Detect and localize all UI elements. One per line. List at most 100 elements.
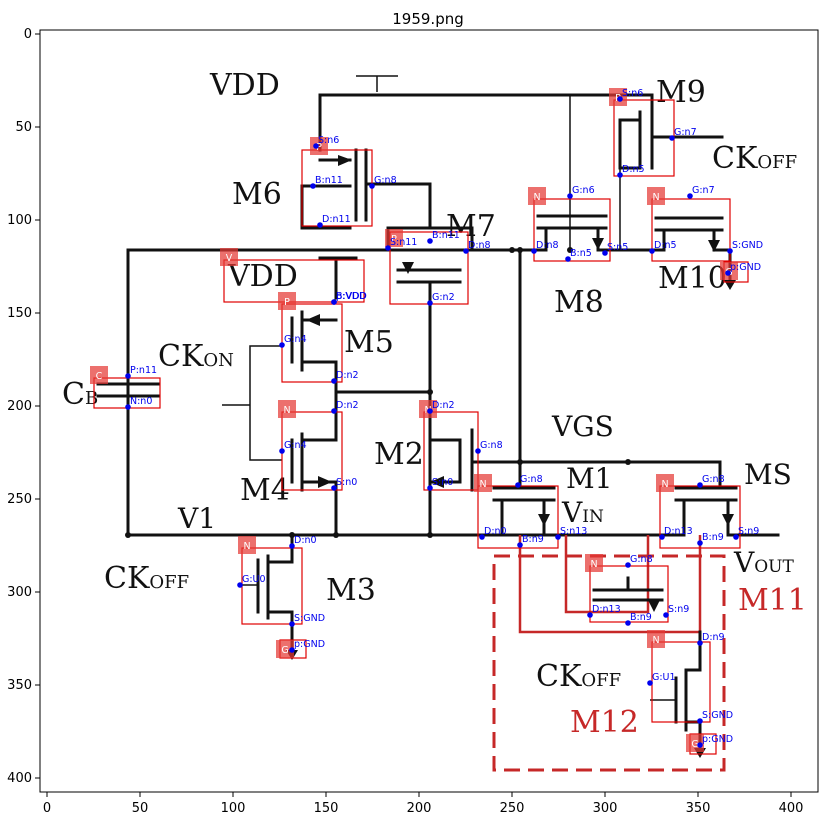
component-type-badge xyxy=(90,366,108,384)
label-ckon: CKON xyxy=(158,339,234,374)
terminal-net-label: S:n0 xyxy=(336,477,357,488)
terminal-net-label: G:n4 xyxy=(284,334,307,345)
label-vdd-mid: VDD xyxy=(227,259,298,294)
x-tick-label: 100 xyxy=(221,801,246,816)
terminal-dot xyxy=(427,238,433,244)
label-ckoff-m9: CKOFF xyxy=(712,141,797,176)
component-type-badge xyxy=(656,474,674,492)
m3-source xyxy=(266,610,294,652)
vdd-top-bus xyxy=(318,93,654,152)
terminal-net-label: G:U0 xyxy=(242,574,266,585)
terminal-net-label: D:n13 xyxy=(664,526,693,537)
terminal-net-label: D:n2 xyxy=(336,400,359,411)
component-overlay: N D:n2 G:n8 S:n0 xyxy=(419,400,503,491)
terminal-dot xyxy=(663,612,669,618)
component-type-letter: G xyxy=(281,645,288,656)
m4-arrow xyxy=(318,476,332,488)
terminal-net-label: B:n9 xyxy=(702,532,724,543)
terminal-net-label: G:n4 xyxy=(284,440,307,451)
terminal-dot xyxy=(317,222,323,228)
terminal-dot xyxy=(617,96,623,102)
junction-dots xyxy=(125,247,631,538)
terminal-dot xyxy=(385,245,391,251)
component-overlay: N D:n9 G:U1 S:GND xyxy=(647,630,733,724)
x-tick-label: 350 xyxy=(686,801,711,816)
terminal-net-label: B:n11 xyxy=(315,175,343,186)
terminal-dot xyxy=(567,193,573,199)
y-tick-label: 350 xyxy=(7,678,32,693)
terminal-dot xyxy=(125,373,131,379)
x-axis-ticks: 0 50 100 150 200 250 300 350 400 xyxy=(43,792,804,816)
component-type-letter: V xyxy=(226,253,233,264)
component-type-letter: N xyxy=(652,635,659,646)
terminal-net-label: p:VDD xyxy=(336,291,366,302)
x-tick-label: 400 xyxy=(779,801,804,816)
terminal-dot xyxy=(279,448,285,454)
component-overlay: N G:n8 D:n13 B:n9 S:n9 xyxy=(656,474,759,549)
terminal-dot xyxy=(313,143,319,149)
terminal-dot xyxy=(733,534,739,540)
component-type-letter: N xyxy=(479,479,486,490)
terminal-dot xyxy=(310,183,316,189)
terminal-dot xyxy=(602,250,608,256)
terminal-net-label: G:n2 xyxy=(432,292,455,303)
component-type-letter: C xyxy=(96,371,103,382)
terminal-net-label: G:n6 xyxy=(572,185,595,196)
component-type-letter: N xyxy=(243,541,250,552)
terminal-dot xyxy=(647,680,653,686)
component-type-badge xyxy=(419,400,437,418)
terminal-net-label: N:n0 xyxy=(130,396,152,407)
label-m9: M9 xyxy=(656,75,706,110)
m11-m12-dashed-box xyxy=(492,554,726,772)
terminal-dot xyxy=(697,482,703,488)
component-type-badge xyxy=(647,630,665,648)
terminal-net-label: p:GND xyxy=(294,639,325,650)
component-bounding-box xyxy=(533,198,611,262)
label-m11: M11 xyxy=(738,583,807,618)
component-type-letter: N xyxy=(590,559,597,570)
terminal-net-label: p:GND xyxy=(702,734,733,745)
y-tick-label: 0 xyxy=(24,27,32,42)
terminal-net-label: P:n11 xyxy=(130,365,157,376)
x-tick-label: 0 xyxy=(43,801,51,816)
m6-gate-wire xyxy=(364,182,432,228)
component-type-badge xyxy=(310,137,328,155)
terminal-dot xyxy=(475,448,481,454)
terminal-net-label: D:n0 xyxy=(294,535,317,546)
m8-arrow xyxy=(592,238,604,250)
m4-source xyxy=(300,480,338,537)
label-vdd-top: VDD xyxy=(209,68,280,103)
label-v1: V1 xyxy=(177,502,216,535)
label-m6: M6 xyxy=(232,177,282,212)
x-tick-label: 50 xyxy=(132,801,149,816)
component-type-letter: P xyxy=(284,297,290,308)
component-type-badge xyxy=(278,400,296,418)
terminal-net-label: B:n11 xyxy=(432,230,460,241)
m10-arrow xyxy=(708,240,720,252)
terminal-net-label: G:n8 xyxy=(374,175,397,186)
terminal-dot xyxy=(617,172,623,178)
terminal-net-label: G:n8 xyxy=(702,474,725,485)
terminal-net-label: G:n8 xyxy=(480,440,503,451)
component-bounding-box xyxy=(651,198,731,262)
ms-arrow xyxy=(722,514,734,526)
y-tick-label: 100 xyxy=(7,213,32,228)
label-m2: M2 xyxy=(374,437,424,472)
y-tick-label: 400 xyxy=(7,771,32,786)
m7-arrow xyxy=(402,262,414,274)
terminal-net-label: S:GND xyxy=(732,240,763,251)
terminal-dot xyxy=(427,300,433,306)
m2-arrow xyxy=(430,476,444,488)
terminal-net-label: D:n9 xyxy=(702,632,725,643)
terminal-dot xyxy=(331,485,337,491)
component-type-letter: N xyxy=(283,405,290,416)
terminal-dot xyxy=(555,534,561,540)
component-overlay: PS:n6 B:n11 G:n8 D:n11 xyxy=(301,135,397,228)
component-type-badge xyxy=(585,554,603,572)
y-tick-label: 150 xyxy=(7,306,32,321)
terminal-dot xyxy=(697,540,703,546)
terminal-dot xyxy=(331,299,337,305)
m11-arrow xyxy=(648,600,660,612)
terminal-dot xyxy=(331,378,337,384)
